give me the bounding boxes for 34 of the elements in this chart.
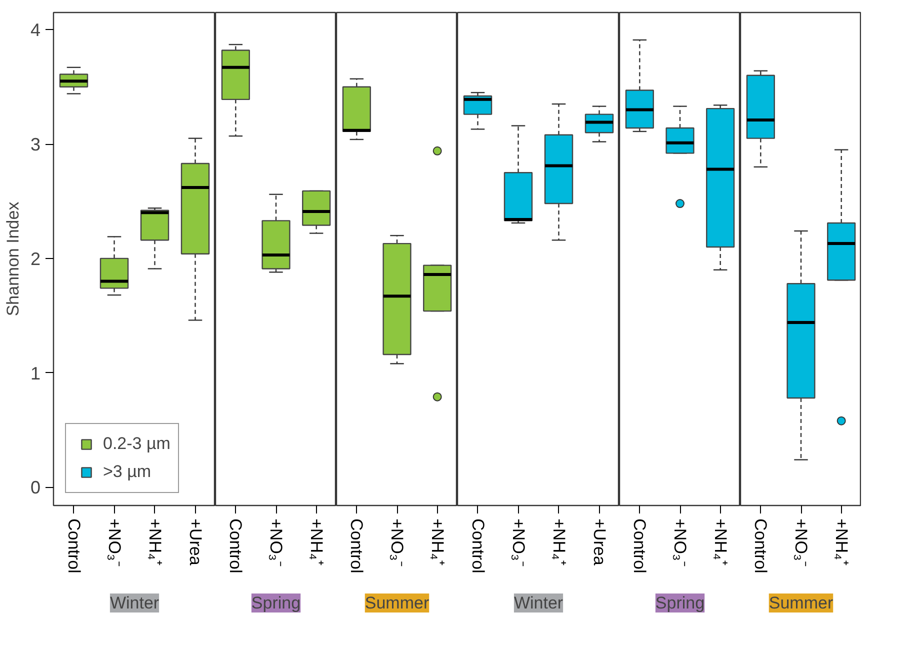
x-tick-label: +NH₄⁺ — [710, 518, 730, 566]
x-axis-title: Winter — [110, 594, 160, 612]
x-tick-label: Control — [347, 518, 366, 574]
y-tick-label: 2 — [30, 248, 41, 269]
x-tick-label: Control — [226, 518, 246, 574]
x-tick-label: +NH₄⁺ — [306, 518, 326, 566]
x-tick-label: +NH₄⁺ — [832, 518, 851, 566]
x-tick-label: +NH₄⁺ — [428, 518, 447, 566]
x-axis-title: Summer — [768, 594, 834, 612]
x-tick-label: +Urea — [590, 518, 609, 566]
y-tick-label: 4 — [30, 20, 41, 40]
x-tick-label: Control — [630, 518, 650, 574]
x-axis-title: Winter — [514, 594, 564, 612]
x-tick-label: Control — [64, 518, 84, 574]
legend-label: 0.2-3 µm — [103, 434, 170, 454]
x-tick-label: +NO₃⁻ — [792, 518, 810, 567]
x-tick-label: Control — [751, 518, 770, 574]
x-tick-label: +NH₄⁺ — [549, 518, 568, 566]
x-axis-title: Spring — [655, 594, 705, 612]
x-tick-label: +NO₃⁻ — [266, 518, 286, 567]
x-tick-label: +NO₃⁻ — [508, 518, 528, 567]
x-tick-label: +Urea — [186, 518, 205, 566]
x-axis-title: Summer — [364, 594, 430, 612]
y-tick-label: 1 — [30, 363, 41, 384]
y-tick-label: 3 — [30, 134, 41, 155]
y-tick-label: 0 — [30, 478, 41, 498]
x-tick-label: +NH₄⁺ — [145, 518, 164, 566]
y-axis-title: Shannon Index — [3, 201, 22, 316]
x-axis-title: Spring — [251, 594, 301, 612]
x-tick-label: +NO₃⁻ — [104, 518, 124, 567]
x-tick-label: Control — [468, 518, 488, 574]
x-tick-label: +NO₃⁻ — [388, 518, 406, 567]
legend-label: >3 µm — [103, 462, 152, 482]
x-tick-label: +NO₃⁻ — [670, 518, 690, 567]
